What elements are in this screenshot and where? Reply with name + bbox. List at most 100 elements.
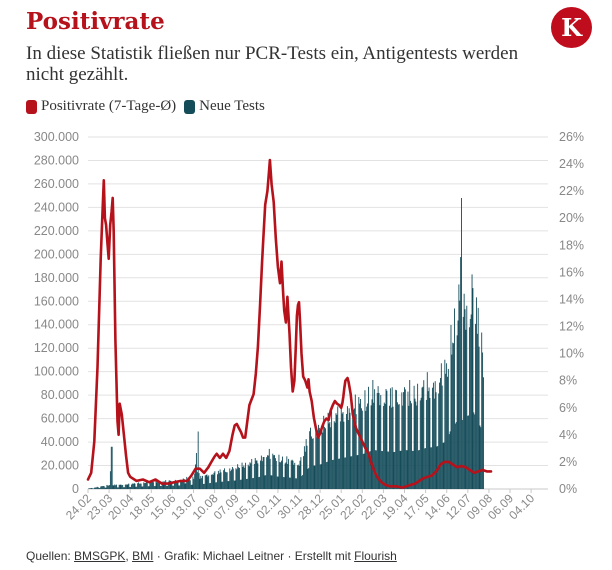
bar-neue-tests bbox=[169, 480, 171, 489]
bar-neue-tests bbox=[235, 468, 237, 489]
bar-neue-tests bbox=[396, 390, 398, 489]
bar-neue-tests bbox=[261, 461, 263, 489]
bar-neue-tests bbox=[117, 487, 119, 489]
bar-neue-tests bbox=[135, 486, 137, 489]
bar-neue-tests bbox=[295, 478, 297, 489]
legend-label-neue-tests: Neue Tests bbox=[199, 98, 265, 114]
bar-neue-tests bbox=[157, 481, 159, 489]
bar-neue-tests bbox=[408, 405, 410, 489]
source-link-bmi[interactable]: BMI bbox=[132, 549, 154, 563]
y-tick-right: 12% bbox=[559, 320, 584, 334]
bar-neue-tests bbox=[260, 455, 262, 489]
bar-neue-tests bbox=[334, 422, 336, 489]
bar-neue-tests bbox=[213, 472, 215, 489]
bar-neue-tests bbox=[106, 484, 108, 489]
bar-neue-tests bbox=[318, 427, 320, 489]
bar-neue-tests bbox=[123, 487, 125, 489]
bar-neue-tests bbox=[268, 448, 270, 489]
bar-neue-tests bbox=[217, 474, 218, 489]
bar-neue-tests bbox=[433, 398, 435, 489]
bar-neue-tests bbox=[223, 470, 225, 489]
bar-neue-tests bbox=[280, 462, 282, 489]
bar-neue-tests bbox=[438, 393, 440, 489]
bar-neue-tests bbox=[274, 455, 275, 489]
bar-neue-tests bbox=[128, 483, 130, 489]
bar-neue-tests bbox=[392, 406, 394, 489]
bar-neue-tests bbox=[399, 450, 401, 489]
y-tick-right: 16% bbox=[559, 265, 584, 279]
bar-neue-tests bbox=[162, 482, 164, 489]
bar-neue-tests bbox=[152, 481, 153, 489]
bar-neue-tests bbox=[398, 404, 400, 489]
bar-neue-tests bbox=[297, 464, 299, 489]
bar-neue-tests bbox=[439, 382, 441, 489]
bar-neue-tests bbox=[425, 448, 426, 489]
bar-neue-tests bbox=[142, 486, 144, 489]
bar-neue-tests bbox=[449, 431, 451, 489]
bar-neue-tests bbox=[187, 479, 189, 489]
bar-neue-tests bbox=[98, 488, 100, 489]
bar-neue-tests bbox=[194, 473, 196, 489]
bar-neue-tests bbox=[167, 485, 168, 489]
y-tick-right: 2% bbox=[559, 455, 577, 469]
bar-neue-tests bbox=[409, 379, 411, 489]
bar-neue-tests bbox=[191, 484, 193, 489]
bar-neue-tests bbox=[289, 477, 290, 489]
bar-neue-tests bbox=[290, 460, 292, 489]
bar-neue-tests bbox=[266, 457, 268, 489]
bar-neue-tests bbox=[221, 481, 223, 489]
y-tick-right: 18% bbox=[559, 238, 584, 252]
bar-neue-tests bbox=[114, 484, 116, 489]
bar-neue-tests bbox=[456, 335, 458, 489]
bar-neue-tests bbox=[225, 472, 227, 489]
bar-neue-tests bbox=[317, 424, 319, 489]
bar-neue-tests bbox=[431, 447, 433, 489]
bar-neue-tests bbox=[473, 412, 475, 489]
bar-neue-tests bbox=[212, 474, 214, 489]
bar-neue-tests bbox=[126, 484, 128, 489]
bar-neue-tests bbox=[115, 485, 117, 489]
bar-neue-tests bbox=[246, 478, 247, 489]
bar-neue-tests bbox=[265, 475, 267, 489]
legend-item-positivrate[interactable]: Positivrate (7-Tage-Ø) bbox=[26, 98, 176, 115]
bar-neue-tests bbox=[326, 461, 328, 489]
bar-neue-tests bbox=[344, 457, 346, 489]
source-link-bmsgpk[interactable]: BMSGPK bbox=[74, 549, 126, 563]
bar-neue-tests bbox=[99, 488, 101, 489]
bar-neue-tests bbox=[224, 468, 225, 489]
bar-neue-tests bbox=[255, 460, 257, 489]
bar-neue-tests bbox=[245, 462, 247, 489]
bar-neue-tests bbox=[414, 398, 416, 489]
bar-neue-tests bbox=[220, 472, 222, 489]
bar-neue-tests bbox=[415, 401, 417, 489]
bar-neue-tests bbox=[410, 400, 412, 489]
bar-neue-tests bbox=[384, 403, 386, 489]
bar-neue-tests bbox=[109, 485, 110, 489]
y-tick-right: 10% bbox=[559, 347, 584, 361]
bar-neue-tests bbox=[462, 316, 464, 489]
bar-neue-tests bbox=[208, 475, 210, 489]
bar-neue-tests bbox=[457, 320, 459, 489]
bar-neue-tests bbox=[180, 480, 182, 489]
bar-neue-tests bbox=[308, 467, 310, 489]
bar-neue-tests bbox=[319, 464, 321, 489]
bar-neue-tests bbox=[239, 479, 241, 489]
legend-item-neue-tests[interactable]: Neue Tests bbox=[184, 98, 265, 115]
bar-neue-tests bbox=[293, 464, 295, 489]
bar-neue-tests bbox=[171, 481, 173, 489]
y-tick-left: 0 bbox=[72, 482, 79, 496]
bar-neue-tests bbox=[294, 462, 296, 489]
flourish-link[interactable]: Flourish bbox=[354, 549, 397, 563]
bar-neue-tests bbox=[203, 483, 205, 489]
bar-neue-tests bbox=[346, 406, 348, 489]
kleine-zeitung-logo[interactable]: K bbox=[551, 7, 592, 48]
bar-neue-tests bbox=[300, 457, 302, 489]
bar-neue-tests bbox=[176, 480, 178, 489]
bar-neue-tests bbox=[419, 400, 421, 489]
bar-neue-tests bbox=[164, 481, 166, 489]
bar-neue-tests bbox=[413, 385, 415, 489]
bar-neue-tests bbox=[353, 409, 354, 489]
bar-neue-tests bbox=[205, 475, 207, 489]
bar-neue-tests bbox=[403, 392, 405, 489]
bar-neue-tests bbox=[252, 478, 254, 489]
